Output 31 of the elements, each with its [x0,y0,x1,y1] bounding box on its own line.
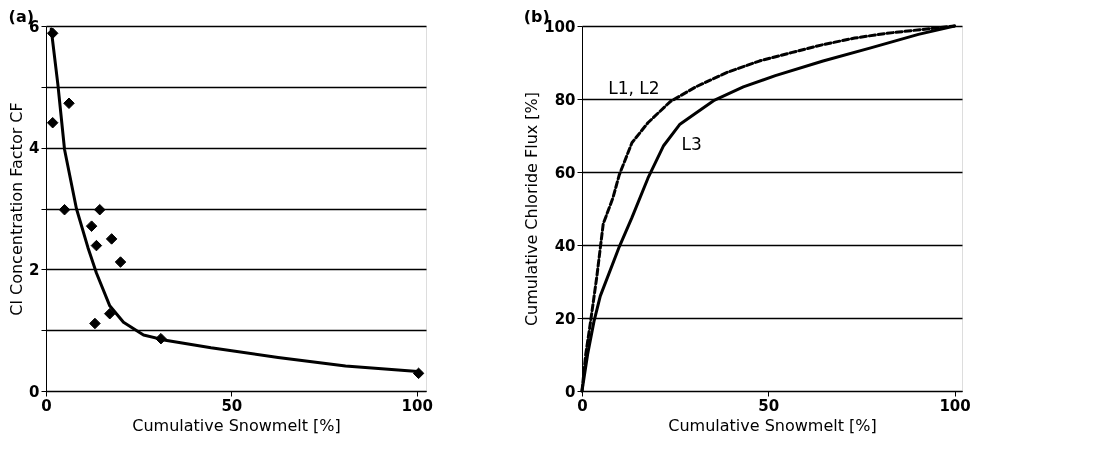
x-axis-title: Cumulative Snowmelt [%] [132,415,341,435]
x-tick-label: 100 [939,396,971,415]
y-tick-label: 20 [554,309,576,328]
x-axis-title: Cumulative Snowmelt [%] [668,415,877,435]
series-label: L1, L2 [608,77,660,98]
y-tick-label: 4 [29,139,40,158]
point [94,203,106,216]
point [104,308,116,320]
point [114,256,127,268]
series-label: L3 [681,133,702,154]
point [89,317,101,330]
y-tick-label: 60 [554,163,576,182]
y-axis-title: Cumulative Chloride Flux [%] [522,91,542,327]
point [90,239,103,252]
x-tick-label: 100 [401,396,433,415]
point [63,97,75,109]
y-tick-label: 2 [29,260,40,279]
x-tick-label: 50 [221,396,243,415]
point [412,367,425,380]
y-tick-label: 0 [565,382,576,401]
point [85,220,98,232]
point [105,233,118,245]
y-tick-label: 80 [554,90,576,109]
y-axis-title: Cl Concentration Factor CF [7,102,27,316]
y-tick-label: 40 [554,236,576,255]
x-tick-label: 0 [41,396,52,415]
point [58,203,71,216]
y-tick-label: 0 [29,382,40,401]
x-tick-label: 50 [758,396,780,415]
point [46,116,59,129]
x-tick-label: 0 [577,396,588,415]
